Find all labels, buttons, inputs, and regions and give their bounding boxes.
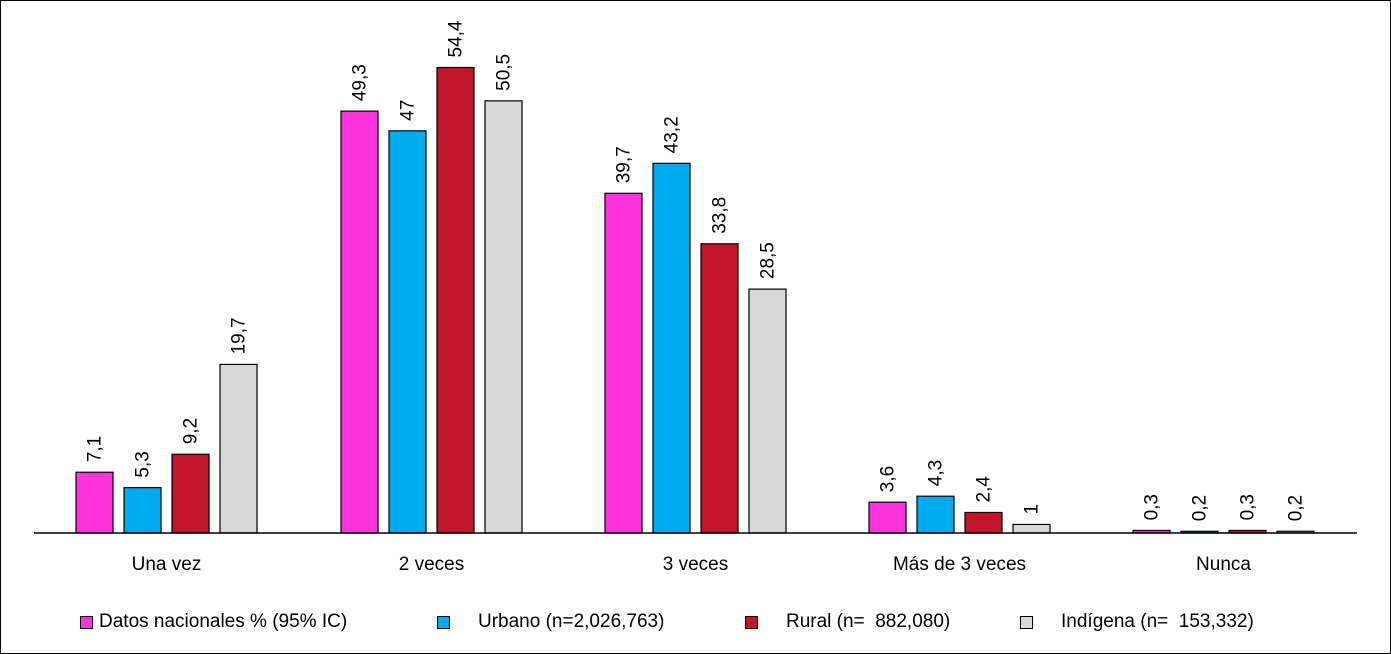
data-label: 3,6 — [878, 466, 899, 492]
bar — [1012, 523, 1051, 534]
data-label: 19,7 — [229, 317, 250, 354]
data-label: 49,3 — [350, 64, 371, 101]
bar — [171, 453, 210, 534]
bar — [75, 471, 114, 534]
data-label: 0,3 — [1238, 494, 1259, 520]
data-label: 39,7 — [614, 146, 635, 183]
legend-label: Urbano (n=2,026,763) — [478, 611, 665, 632]
legend-label: Indígena (n= 153,332) — [1061, 611, 1254, 632]
data-label: 47 — [398, 100, 419, 121]
bar — [123, 487, 162, 534]
x-tick-label: Más de 3 veces — [893, 554, 1026, 575]
legend-item: Indígena (n= 153,332) — [1020, 607, 1254, 637]
data-label: 4,3 — [926, 460, 947, 486]
x-tick-label: 2 veces — [399, 554, 464, 575]
data-label: 5,3 — [133, 451, 154, 477]
data-label: 0,2 — [1190, 495, 1211, 521]
bar — [748, 288, 787, 534]
legend-swatch — [1020, 615, 1033, 629]
bar — [388, 130, 427, 534]
bar — [700, 243, 739, 534]
data-label: 9,2 — [181, 418, 202, 444]
legend-label: Rural (n= 882,080) — [786, 611, 951, 632]
data-label: 43,2 — [662, 116, 683, 153]
bar — [340, 110, 379, 534]
data-label: 2,4 — [974, 476, 995, 503]
data-label: 0,3 — [1142, 494, 1163, 520]
x-tick-label: Nunca — [1196, 554, 1251, 575]
data-label: 7,1 — [85, 436, 106, 462]
bar — [604, 192, 643, 534]
data-label: 50,5 — [494, 54, 515, 91]
bar — [964, 511, 1003, 534]
bar — [436, 66, 475, 534]
legend: Datos nacionales % (95% IC) Urbano (n=2,0… — [0, 607, 1391, 637]
legend-swatch — [437, 615, 450, 629]
x-tick-label: Una vez — [132, 554, 202, 575]
data-label: 54,4 — [446, 20, 467, 57]
bar — [484, 100, 523, 534]
bar — [868, 501, 907, 534]
x-tick-label: 3 veces — [663, 554, 728, 575]
bars-group — [75, 66, 1315, 534]
category-labels-group: Una vez 2 veces 3 veces Más de 3 veces Nunca — [132, 554, 1252, 575]
legend-item: Datos nacionales % (95% IC) — [80, 607, 347, 637]
legend-swatch — [80, 615, 93, 629]
legend-swatch — [745, 615, 758, 629]
value-labels-group: 7,1 5,3 9,2 19,7 49,3 47 54,4 50,5 39,7 43,2 33,8 2… — [85, 20, 1307, 521]
bar — [652, 162, 691, 534]
data-label: 33,8 — [710, 197, 731, 234]
legend-label: Datos nacionales % (95% IC) — [99, 611, 348, 632]
bar — [916, 495, 955, 534]
bar — [219, 363, 258, 534]
data-label: 28,5 — [758, 242, 779, 279]
legend-item: Urbano (n=2,026,763) — [437, 607, 664, 637]
data-label: 0,2 — [1286, 495, 1307, 521]
legend-item: Rural (n= 882,080) — [745, 607, 950, 637]
data-label: 1 — [1022, 504, 1043, 515]
